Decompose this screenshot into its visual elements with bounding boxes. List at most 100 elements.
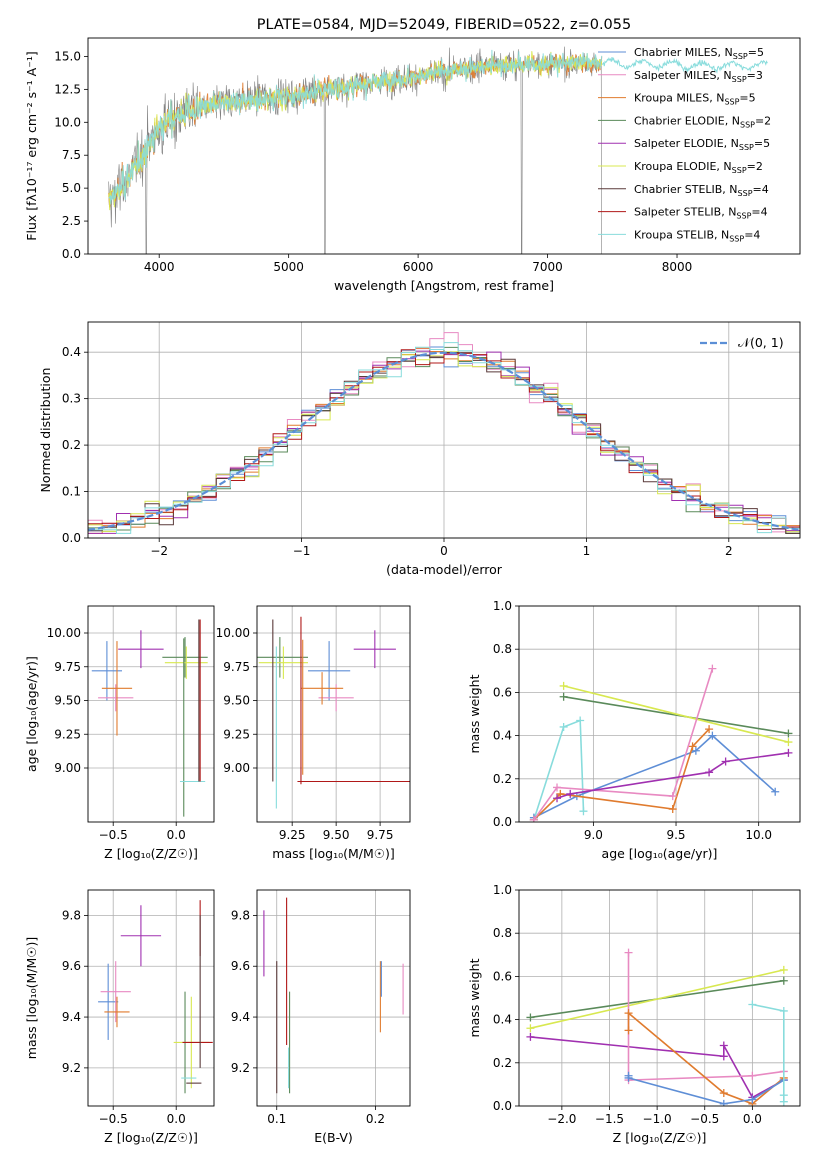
axes-frame xyxy=(87,37,801,255)
legend-entry: Salpeter MILES, NSSP=3 xyxy=(634,69,763,84)
plus-marker xyxy=(624,1009,633,1018)
y-tick-label: 0.8 xyxy=(493,642,512,656)
plus-marker xyxy=(771,787,780,796)
x-axis-label: Z [log₁₀(Z/Z☉)] xyxy=(104,846,198,861)
x-tick-label: 9.75 xyxy=(367,828,394,842)
plus-marker xyxy=(559,692,568,701)
y-tick-label: 0.2 xyxy=(493,772,512,786)
plus-marker xyxy=(688,742,697,751)
axes-frame xyxy=(87,321,801,539)
y-tick-label: 0.1 xyxy=(62,485,81,499)
errorbar-point xyxy=(101,641,133,736)
y-tick-label: 10.00 xyxy=(216,626,250,640)
x-tick-label: 8000 xyxy=(662,260,693,274)
x-axis-label: Z [log₁₀(Z/Z☉)] xyxy=(104,1130,198,1145)
x-tick-label: 0 xyxy=(440,544,448,558)
legend-value: =5 xyxy=(739,92,755,105)
errorbar-point xyxy=(308,641,351,701)
mass-weight-panel: −2.0 −1.5 −1.0 −0.5 0.0 0.0 0.2 0.4 0.6 0.8 1.0 Z [… xyxy=(467,883,801,1145)
y-axis-label: age [log₁₀(age/yr)] xyxy=(24,656,39,772)
y-tick-label: 0.0 xyxy=(62,247,81,261)
plus-marker xyxy=(668,805,677,814)
model-spectrum-extension xyxy=(601,56,768,74)
plus-marker xyxy=(553,783,562,792)
plus-marker xyxy=(705,725,714,734)
legend-entry: Chabrier ELODIE, NSSP=2 xyxy=(634,114,771,129)
errorbar-point xyxy=(120,905,162,967)
axes-frame xyxy=(87,605,215,823)
x-tick-label: −2 xyxy=(150,544,168,558)
y-tick-label: 1.0 xyxy=(493,883,512,897)
plus-marker xyxy=(779,976,788,985)
x-tick-label: −2.0 xyxy=(547,1112,576,1126)
y-tick-label: 9.8 xyxy=(231,908,250,922)
axes-frame xyxy=(518,889,801,1107)
mass-weight-line xyxy=(533,734,776,819)
plus-marker xyxy=(719,1099,728,1106)
plus-marker xyxy=(719,1089,728,1098)
x-tick-label: 9.50 xyxy=(323,828,350,842)
plus-marker xyxy=(708,731,717,740)
y-tick-label: 9.75 xyxy=(54,660,81,674)
errorbar-point xyxy=(100,961,131,1023)
x-tick-label: 4000 xyxy=(144,260,175,274)
y-tick-label: 12.5 xyxy=(54,82,81,96)
y-tick-label: 9.8 xyxy=(62,908,81,922)
errorbar-point xyxy=(258,646,308,679)
mass-weight-line xyxy=(533,728,710,821)
legend-subscript: SSP xyxy=(729,234,744,243)
legend-subscript: SSP xyxy=(738,189,753,198)
x-tick-label: −1.0 xyxy=(643,1112,672,1126)
plus-marker xyxy=(708,664,717,673)
legend-entry: Chabrier MILES, NSSP=5 xyxy=(634,46,764,61)
legend-value: =2 xyxy=(755,114,771,127)
plus-marker xyxy=(526,1024,535,1033)
plus-marker xyxy=(784,729,793,738)
axes-frame xyxy=(256,605,411,823)
x-tick-label: 10.0 xyxy=(745,828,772,842)
spectrum-plot-area xyxy=(108,46,768,254)
y-tick-label: 9.00 xyxy=(223,761,250,775)
plus-marker xyxy=(576,716,585,725)
y-tick-label: 0.3 xyxy=(62,392,81,406)
legend-subscript: SSP xyxy=(732,166,747,175)
legend-value: =4 xyxy=(753,183,769,196)
plus-marker xyxy=(779,1097,788,1106)
y-tick-label: 0.2 xyxy=(493,1056,512,1070)
plus-marker xyxy=(719,1052,728,1061)
mass-weight-line xyxy=(533,719,585,821)
x-tick-label: −0.5 xyxy=(99,828,128,842)
histogram-panel: −2 −1 0 1 2 0.0 0.1 0.2 0.3 0.4 (data-model)/error… xyxy=(38,321,801,577)
y-tick-label: 15.0 xyxy=(54,49,81,63)
x-axis-label: Z [log₁₀(Z/Z☉)] xyxy=(613,1130,707,1145)
axes-frame xyxy=(87,889,215,1107)
histogram-step-line xyxy=(88,342,800,534)
errorbar-panel: −0.5 0.0 9.00 9.25 9.50 9.75 10.00 Z [log₁₀(Z/Z… xyxy=(24,605,215,861)
errorbar-plot-area xyxy=(263,897,404,1094)
legend-entry: 𝒩(0, 1) xyxy=(738,335,784,350)
x-tick-label: 1 xyxy=(583,544,591,558)
y-tick-label: 0.6 xyxy=(493,685,512,699)
y-axis-label: Flux [fλ10⁻¹⁷ erg cm⁻² s⁻¹ A⁻¹] xyxy=(24,51,39,240)
mass-weight-line xyxy=(563,695,789,735)
mass-weight-plot-area xyxy=(529,664,793,822)
x-tick-label: −1.5 xyxy=(595,1112,624,1126)
plus-marker xyxy=(721,757,730,766)
y-tick-label: 9.4 xyxy=(231,1010,250,1024)
legend-subscript: SSP xyxy=(736,212,751,221)
x-tick-label: 0.0 xyxy=(743,1112,762,1126)
y-tick-label: 0.4 xyxy=(62,345,81,359)
legend-value: =5 xyxy=(754,137,770,150)
mass-weight-line xyxy=(627,1011,785,1105)
errorbar-point xyxy=(164,646,208,679)
errorbar-point xyxy=(104,996,130,1028)
mass-weight-line xyxy=(563,685,789,743)
plus-marker xyxy=(624,1073,633,1082)
legend-subscript: SSP xyxy=(732,75,747,84)
errorbar-plot-area xyxy=(91,619,208,817)
y-tick-label: 9.00 xyxy=(54,761,81,775)
x-tick-label: −0.5 xyxy=(99,1112,128,1126)
figure-title: PLATE=0584, MJD=52049, FIBERID=0522, z=0… xyxy=(257,17,631,33)
plus-marker xyxy=(748,1095,757,1104)
x-tick-label: 0.0 xyxy=(167,828,186,842)
